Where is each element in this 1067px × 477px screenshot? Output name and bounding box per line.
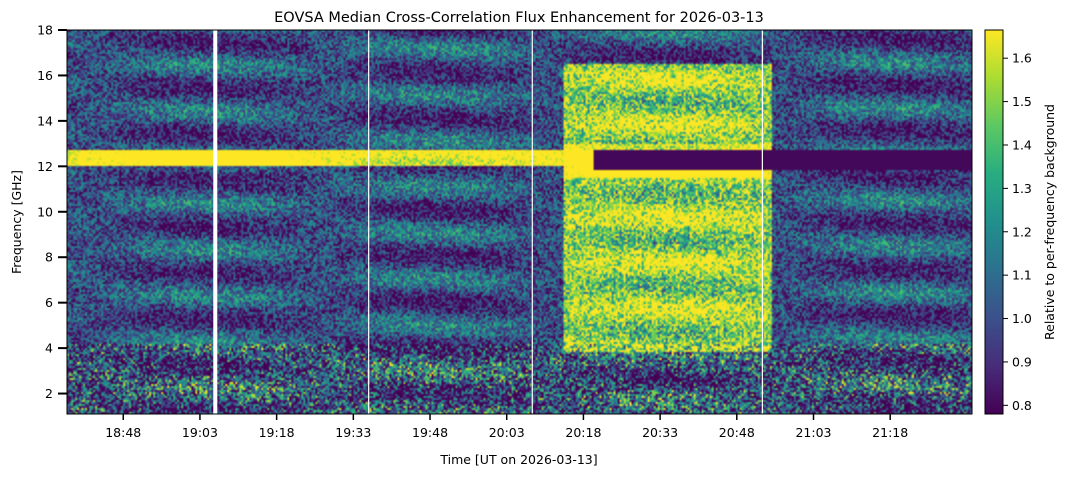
y-axis-label: Frequency [GHz] — [9, 170, 24, 274]
y-tick-label: 14 — [37, 113, 53, 128]
colorbar-label: Relative to per-frequency background — [1042, 104, 1057, 340]
x-tick-label: 21:03 — [795, 425, 831, 440]
data-gap-line — [213, 30, 218, 414]
x-tick-label: 20:03 — [489, 425, 525, 440]
y-tick-label: 16 — [37, 68, 53, 83]
x-tick-label: 19:33 — [335, 425, 371, 440]
data-gap-line — [531, 30, 533, 414]
y-tick-label: 10 — [37, 204, 53, 219]
colorbar-tick-label: 1.3 — [1012, 181, 1032, 196]
plot-frame — [66, 29, 973, 415]
heatmap-image — [67, 30, 972, 414]
colorbar-tick-label: 1.2 — [1012, 224, 1032, 239]
data-gap-line — [368, 30, 370, 414]
colorbar-axis: 0.8 0.9 1.0 1.1 1.2 1.3 1.4 1.5 1.6 — [1003, 51, 1032, 413]
colorbar-tick-label: 0.9 — [1012, 354, 1032, 369]
y-tick-label: 12 — [37, 159, 53, 174]
colorbar-tick-label: 1.5 — [1012, 94, 1032, 109]
x-tick-label: 19:03 — [182, 425, 218, 440]
y-tick-label: 2 — [45, 386, 53, 401]
colorbar-tick-label: 0.8 — [1012, 398, 1032, 413]
heatmap-area — [67, 30, 972, 414]
y-tick-label: 4 — [45, 341, 53, 356]
y-axis: 2 4 6 8 10 12 14 16 18 — [37, 23, 67, 401]
x-tick-label: 19:48 — [412, 425, 448, 440]
chart-title: EOVSA Median Cross-Correlation Flux Enha… — [274, 10, 764, 26]
colorbar — [984, 29, 1004, 415]
x-axis-label: Time [UT on 2026-03-13] — [439, 452, 597, 467]
x-tick-label: 20:18 — [565, 425, 601, 440]
y-tick-label: 8 — [45, 250, 53, 265]
x-tick-label: 20:33 — [642, 425, 678, 440]
data-gap-line — [761, 30, 763, 414]
y-tick-label: 6 — [45, 295, 53, 310]
colorbar-tick-label: 1.4 — [1012, 137, 1032, 152]
y-tick-label: 18 — [37, 23, 53, 38]
colorbar-tick-label: 1.1 — [1012, 268, 1032, 283]
x-axis: 18:48 19:03 19:18 19:33 19:48 20:03 20:18 20:33… — [105, 414, 908, 440]
x-tick-label: 20:48 — [719, 425, 755, 440]
x-tick-label: 21:18 — [872, 425, 908, 440]
colorbar-tick-label: 1.6 — [1012, 51, 1032, 66]
x-tick-label: 18:48 — [105, 425, 141, 440]
x-tick-label: 19:18 — [259, 425, 295, 440]
colorbar-tick-label: 1.0 — [1012, 311, 1032, 326]
